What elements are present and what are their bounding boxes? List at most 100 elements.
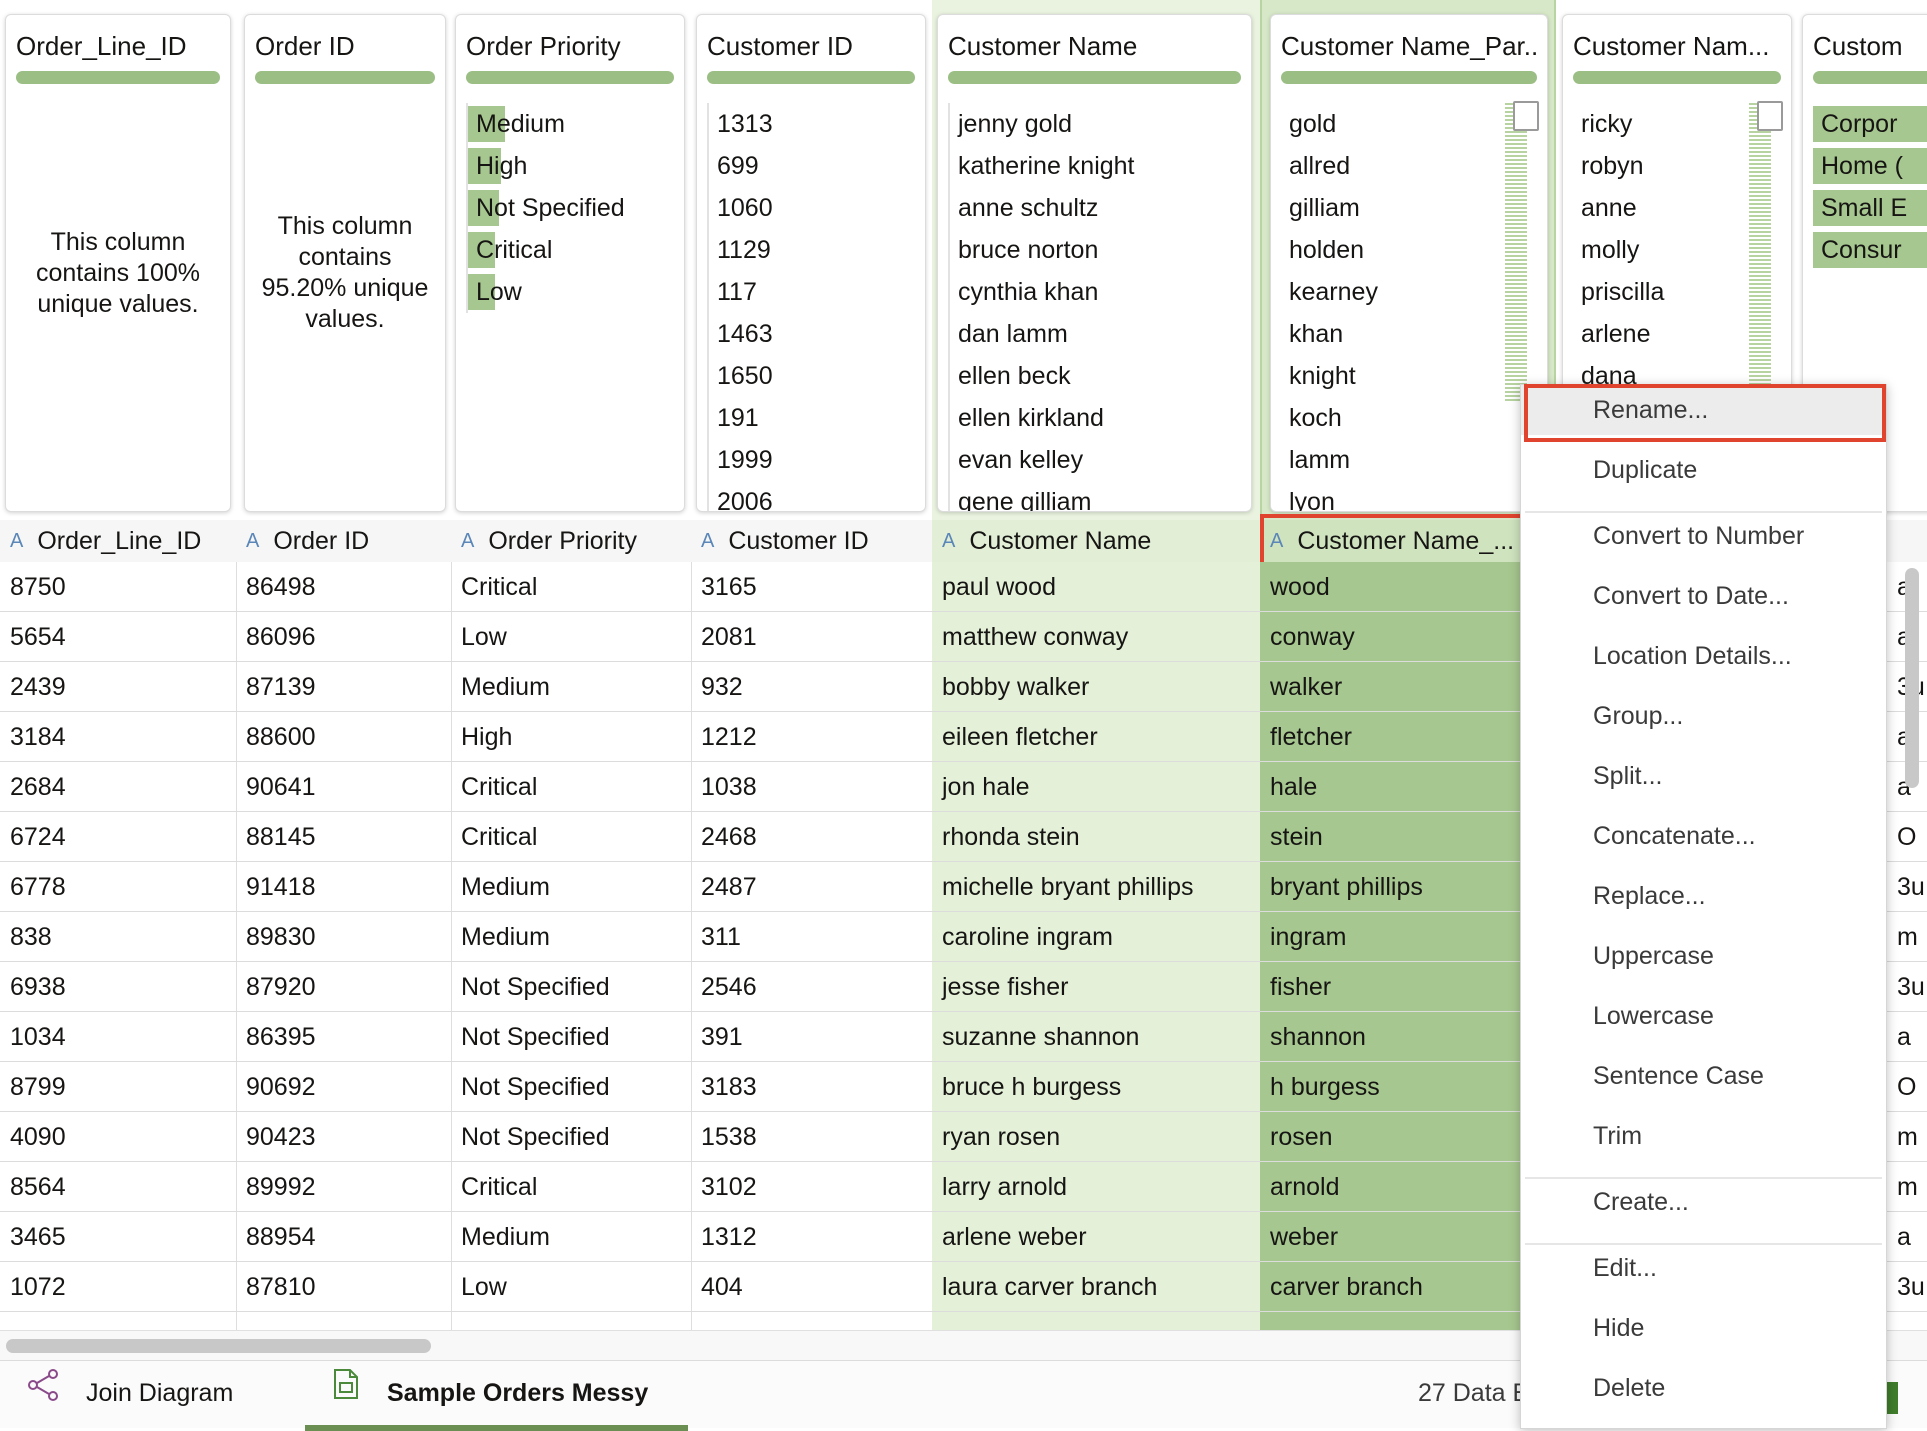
table-cell[interactable]: rhonda stein (932, 812, 1260, 862)
tab-join-diagram[interactable]: Join Diagram (26, 1361, 233, 1425)
table-cell[interactable]: 90641 (236, 762, 451, 812)
table-cell[interactable]: 2684 (0, 762, 236, 812)
table-cell[interactable]: 88145 (236, 812, 451, 862)
table-cell[interactable]: bryant phillips (1260, 862, 1520, 912)
profile-card[interactable]: Customer Name jenny gold katherine knight… (937, 14, 1252, 512)
table-cell[interactable]: Not Specified (451, 962, 691, 1012)
table-cell-partial[interactable]: O (1885, 1062, 1927, 1112)
profile-value-item[interactable]: robyn (1573, 145, 1781, 187)
table-cell[interactable]: 5654 (0, 612, 236, 662)
profile-value-item[interactable]: cynthia khan (950, 271, 1241, 313)
profile-value-item[interactable]: Critical (468, 229, 674, 271)
menu-item-group[interactable]: Group... (1593, 702, 1684, 730)
profile-scroll-handle[interactable] (1757, 101, 1783, 131)
profile-value-item[interactable]: molly (1573, 229, 1781, 271)
menu-item-edit[interactable]: Edit... (1593, 1254, 1657, 1282)
table-cell[interactable]: 87810 (236, 1262, 451, 1312)
profile-value-item[interactable]: anne (1573, 187, 1781, 229)
profile-value-item[interactable]: 1999 (709, 439, 915, 481)
table-cell[interactable]: 932 (691, 662, 932, 712)
table-cell[interactable]: h burgess (1260, 1062, 1520, 1112)
table-cell[interactable]: matthew conway (932, 612, 1260, 662)
profile-value-item[interactable]: lyon (1281, 481, 1537, 511)
table-cell[interactable]: Medium (451, 912, 691, 962)
table-cell[interactable]: Critical (451, 812, 691, 862)
table-cell-partial[interactable]: m (1885, 912, 1927, 962)
profile-value-item[interactable]: ellen beck (950, 355, 1241, 397)
profile-value-item[interactable]: Consur (1813, 229, 1927, 271)
profile-value-item[interactable]: Low (468, 271, 674, 313)
profile-scroll-handle[interactable] (1513, 101, 1539, 131)
table-cell[interactable]: bobby walker (932, 662, 1260, 712)
profile-value-item[interactable]: lamm (1281, 439, 1537, 481)
table-cell[interactable]: carver branch (1260, 1262, 1520, 1312)
profile-distribution-spark[interactable] (1505, 101, 1539, 403)
profile-value-item[interactable]: Not Specified (468, 187, 674, 229)
profile-value-item[interactable]: 699 (709, 145, 915, 187)
menu-item-convert-to-number[interactable]: Convert to Number (1593, 522, 1805, 550)
table-cell[interactable]: 3465 (0, 1212, 236, 1262)
table-cell[interactable]: ryan rosen (932, 1112, 1260, 1162)
profile-value-item[interactable]: kearney (1281, 271, 1537, 313)
table-cell[interactable]: 86395 (236, 1012, 451, 1062)
profile-value-item[interactable]: evan kelley (950, 439, 1241, 481)
table-cell[interactable]: arlene weber (932, 1212, 1260, 1262)
profile-value-item[interactable]: 1129 (709, 229, 915, 271)
table-cell-partial[interactable]: 3u (1885, 962, 1927, 1012)
table-cell[interactable]: 90423 (236, 1112, 451, 1162)
table-cell[interactable]: 8564 (0, 1162, 236, 1212)
table-cell[interactable]: Critical (451, 562, 691, 612)
table-cell[interactable]: 1038 (691, 762, 932, 812)
table-cell[interactable]: 391 (691, 1012, 932, 1062)
profile-value-item[interactable]: dan lamm (950, 313, 1241, 355)
table-cell[interactable]: High (451, 712, 691, 762)
table-cell[interactable]: wood (1260, 562, 1520, 612)
table-cell[interactable]: 86498 (236, 562, 451, 612)
table-cell[interactable]: 6778 (0, 862, 236, 912)
profile-value-item[interactable]: 1313 (709, 103, 915, 145)
table-cell[interactable]: 8750 (0, 562, 236, 612)
table-cell[interactable]: 2546 (691, 962, 932, 1012)
table-cell[interactable]: 2439 (0, 662, 236, 712)
profile-value-item[interactable]: gilliam (1281, 187, 1537, 229)
table-cell[interactable]: weber (1260, 1212, 1520, 1262)
table-cell[interactable]: 3165 (691, 562, 932, 612)
profile-value-item[interactable]: allred (1281, 145, 1537, 187)
profile-value-item[interactable]: bruce norton (950, 229, 1241, 271)
profile-value-item[interactable]: 117 (709, 271, 915, 313)
table-cell[interactable]: walker (1260, 662, 1520, 712)
table-cell[interactable]: 6938 (0, 962, 236, 1012)
table-cell[interactable]: 88954 (236, 1212, 451, 1262)
table-cell[interactable]: arnold (1260, 1162, 1520, 1212)
profile-card[interactable]: Order Priority Medium High Not Specified Cr… (455, 14, 685, 512)
profile-card[interactable]: Customer ID 1313 699 1060 1129 117 1463 1650 19… (696, 14, 926, 512)
table-cell[interactable]: Not Specified (451, 1012, 691, 1062)
table-cell[interactable]: bruce h burgess (932, 1062, 1260, 1112)
menu-item-split[interactable]: Split... (1593, 762, 1663, 790)
table-cell[interactable]: paul wood (932, 562, 1260, 612)
horizontal-scrollbar-thumb[interactable] (6, 1339, 431, 1353)
table-cell[interactable]: Not Specified (451, 1062, 691, 1112)
profile-card[interactable]: Order_Line_ID This column contains 100% … (5, 14, 231, 512)
menu-item-lowercase[interactable]: Lowercase (1593, 1002, 1714, 1030)
table-cell[interactable]: Low (451, 612, 691, 662)
table-cell[interactable]: stein (1260, 812, 1520, 862)
table-cell[interactable]: 1072 (0, 1262, 236, 1312)
profile-value-item[interactable]: 1463 (709, 313, 915, 355)
profile-value-item[interactable]: khan (1281, 313, 1537, 355)
table-cell[interactable]: 89992 (236, 1162, 451, 1212)
profile-value-item[interactable]: ellen kirkland (950, 397, 1241, 439)
profile-value-item[interactable]: High (468, 145, 674, 187)
table-cell[interactable]: 6724 (0, 812, 236, 862)
menu-item-trim[interactable]: Trim (1593, 1122, 1643, 1150)
table-cell[interactable]: shannon (1260, 1012, 1520, 1062)
profile-value-item[interactable]: holden (1281, 229, 1537, 271)
table-cell[interactable]: jesse fisher (932, 962, 1260, 1012)
table-cell[interactable]: 1212 (691, 712, 932, 762)
table-cell[interactable]: jon hale (932, 762, 1260, 812)
menu-item-replace[interactable]: Replace... (1593, 882, 1706, 910)
profile-value-item[interactable]: Small E (1813, 187, 1927, 229)
table-cell[interactable]: 2468 (691, 812, 932, 862)
table-cell[interactable]: 86096 (236, 612, 451, 662)
vertical-scrollbar-thumb[interactable] (1905, 568, 1919, 788)
